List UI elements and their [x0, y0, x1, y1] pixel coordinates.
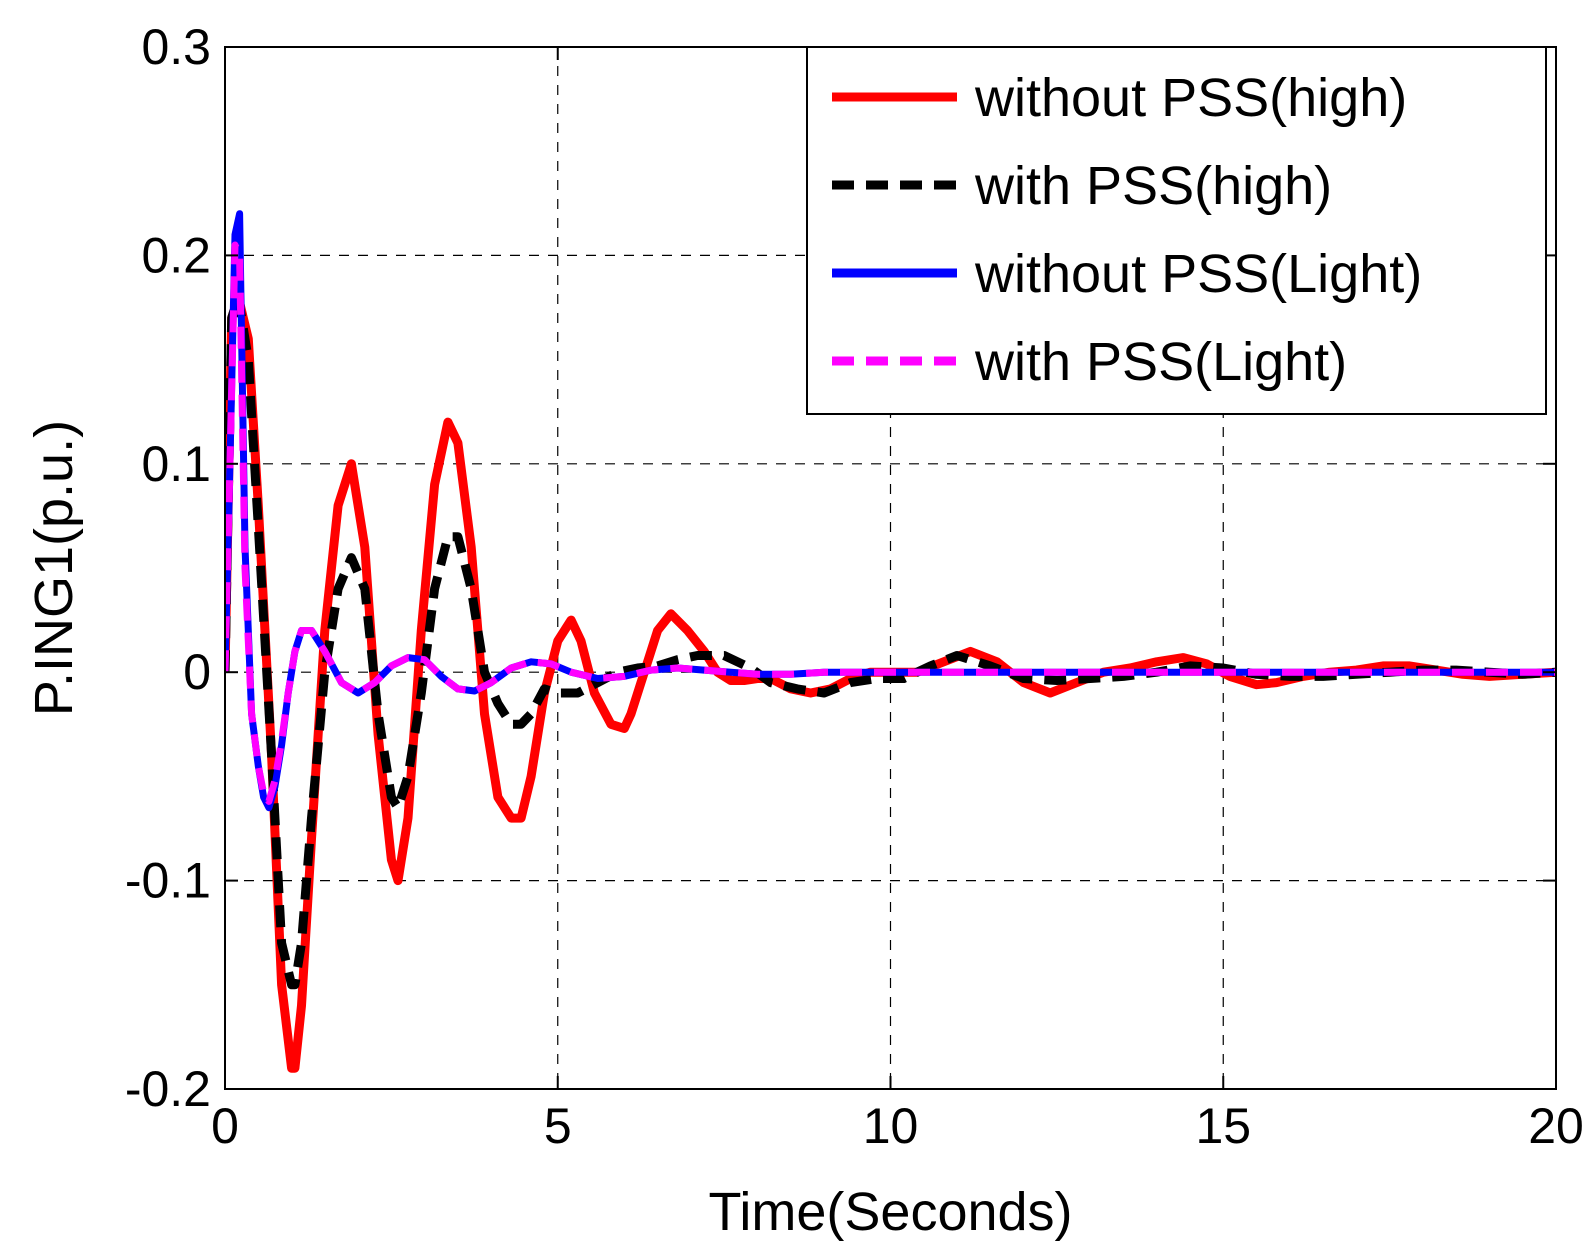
plot-series-group [225, 210, 1556, 1073]
x-tick-label: 15 [1195, 1098, 1251, 1154]
legend-label-1: without PSS(high) [974, 68, 1407, 128]
x-tick-label: 0 [211, 1098, 239, 1154]
series-line-4 [225, 241, 1556, 805]
x-axis-title: Time(Seconds) [708, 1182, 1072, 1242]
legend-label-2: with PSS(high) [974, 156, 1332, 216]
series-line-1 [225, 292, 1556, 1073]
x-tick-label: 5 [544, 1098, 572, 1154]
y-tick-label: 0.1 [141, 436, 211, 492]
y-tick-label: 0 [183, 644, 211, 700]
x-tick-label: 20 [1528, 1098, 1584, 1154]
y-tick-label: -0.2 [125, 1061, 211, 1117]
legend-label-3: without PSS(Light) [974, 244, 1422, 304]
y-axis-title: P.ING1(p.u.) [24, 420, 84, 716]
legend-label-4: with PSS(Light) [974, 332, 1347, 392]
y-tick-label: 0.2 [141, 227, 211, 283]
legend-box [806, 46, 1547, 415]
legend: without PSS(high) with PSS(high) without P… [806, 46, 1547, 415]
x-tick-label: 10 [863, 1098, 919, 1154]
y-tick-label: -0.1 [125, 853, 211, 909]
axis-tick-labels: 0 5 10 15 20 -0.2 -0.1 0 0.1 0.2 0.3 [125, 19, 1584, 1154]
y-tick-label: 0.3 [141, 19, 211, 75]
